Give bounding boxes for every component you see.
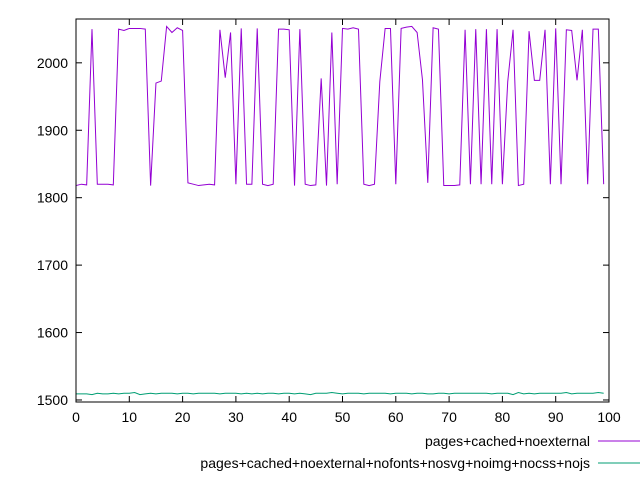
y-tick-label: 2000	[37, 55, 68, 71]
x-tick-label: 30	[228, 409, 244, 425]
x-tick-label: 10	[122, 409, 138, 425]
x-tick-label: 60	[388, 409, 404, 425]
legend: pages+cached+noexternal pages+cached+noe…	[200, 433, 640, 471]
y-tick-label: 1900	[37, 122, 68, 138]
x-tick-label: 90	[548, 409, 564, 425]
x-tick-label: 20	[175, 409, 191, 425]
series-line-2	[76, 392, 604, 396]
y-tick-label: 1500	[37, 392, 68, 408]
x-tick-label: 80	[495, 409, 511, 425]
x-tick-label: 100	[597, 409, 621, 425]
y-tick-label: 1700	[37, 257, 68, 273]
legend-label-series-1: pages+cached+noexternal	[425, 433, 590, 449]
y-tick-label: 1600	[37, 325, 68, 341]
x-tick-label: 70	[441, 409, 457, 425]
x-tick-label: 40	[281, 409, 297, 425]
plot-frame	[75, 18, 610, 403]
series-line-1	[75, 25, 605, 187]
series-layer	[75, 25, 605, 396]
y-tick-label: 1800	[37, 190, 68, 206]
legend-label-series-2: pages+cached+noexternal+nofonts+nosvg+no…	[200, 455, 590, 471]
x-tick-label: 50	[335, 409, 351, 425]
x-tick-label: 0	[72, 409, 80, 425]
ticks-layer: 0 10 20 30 40 50 60 70 80 90 100 1500 1600 1700 1800 19…	[37, 19, 621, 425]
